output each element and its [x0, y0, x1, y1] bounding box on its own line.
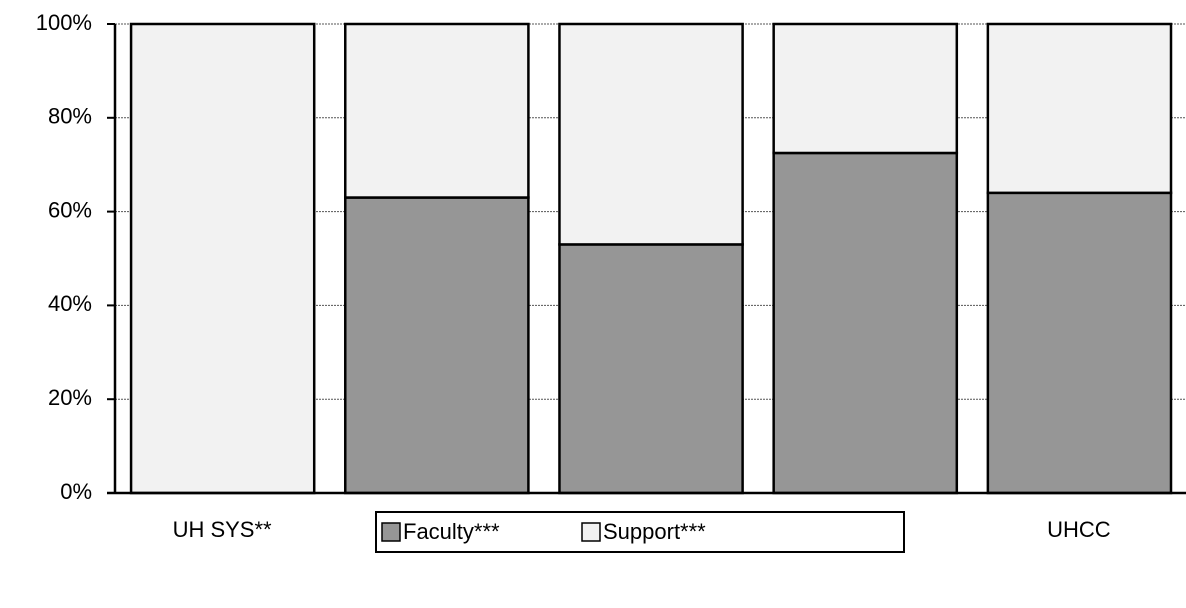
bar-segment — [772, 151, 959, 495]
bar-segment — [129, 22, 316, 495]
x-tick-label: UHCC — [1047, 517, 1111, 542]
bar-segment — [986, 22, 1173, 195]
y-tick-label: 100% — [36, 10, 92, 35]
bar-segment — [772, 22, 959, 155]
bar-segment — [344, 22, 530, 199]
legend-box — [375, 511, 905, 553]
x-tick-label: UH SYS** — [173, 517, 272, 542]
legend-label: Faculty*** — [403, 519, 500, 544]
y-tick-label: 80% — [48, 104, 92, 129]
y-tick-label: 0% — [60, 479, 92, 504]
legend-swatch — [581, 522, 601, 542]
bar-segment — [344, 196, 530, 495]
y-tick-label: 20% — [48, 385, 92, 410]
bar-segment — [558, 22, 744, 246]
y-tick-label: 40% — [48, 291, 92, 316]
legend-swatch — [381, 522, 401, 542]
bar-segment — [558, 243, 744, 495]
legend-label: Support*** — [603, 519, 706, 544]
bar-segment — [986, 191, 1173, 495]
y-tick-label: 60% — [48, 197, 92, 222]
